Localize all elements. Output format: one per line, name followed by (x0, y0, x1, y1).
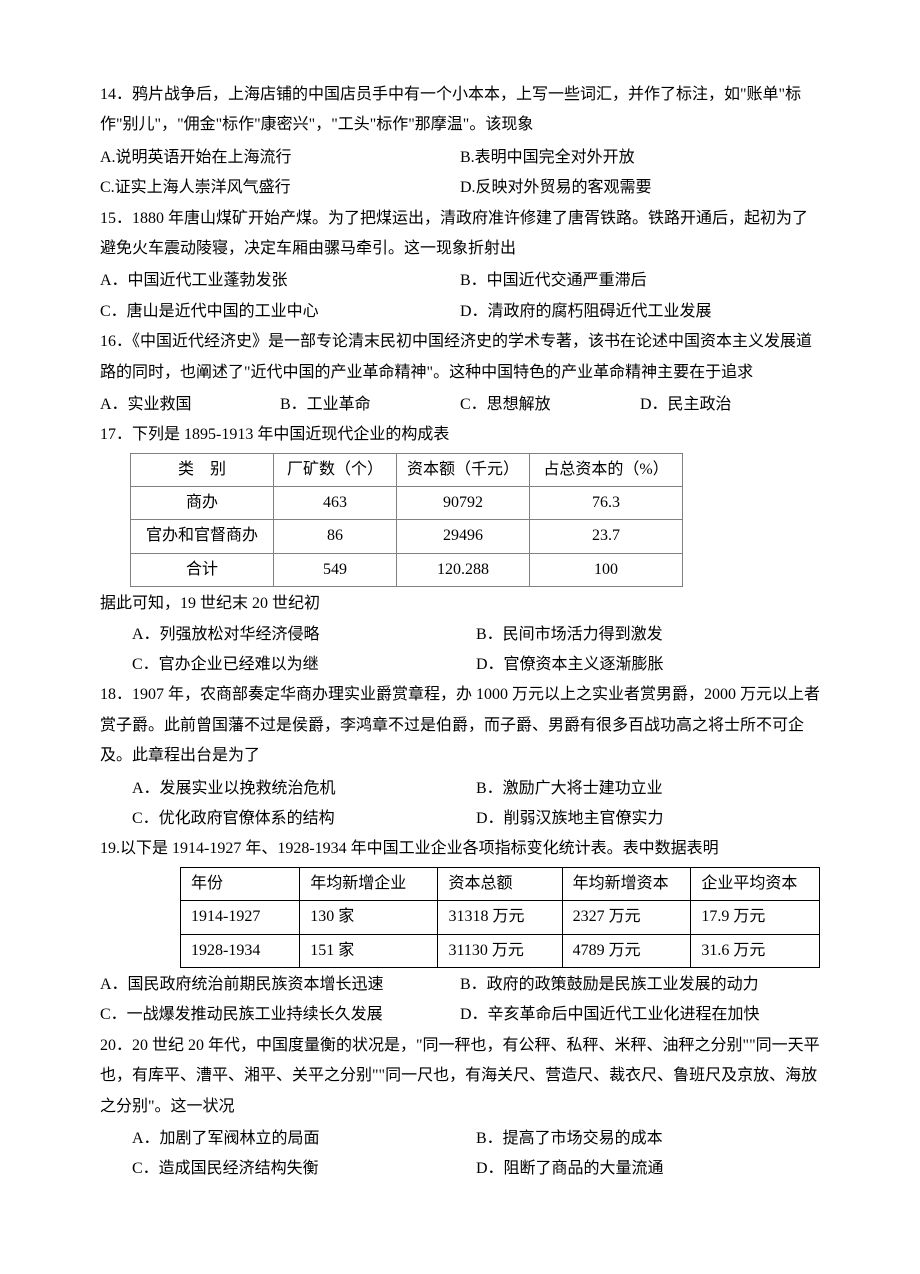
t2r0c0: 1914-1927 (181, 901, 300, 934)
q20-C[interactable]: C．造成国民经济结构失衡 (132, 1154, 476, 1184)
q17-post: 据此可知，19 世纪末 20 世纪初 (100, 589, 820, 619)
q18-opts: A．发展实业以挽救统治危机B．激励广大将士建功立业 C．优化政府官僚体系的结构D… (100, 774, 820, 835)
q20-opts: A．加剧了军阀林立的局面B．提高了市场交易的成本 C．造成国民经济结构失衡D．阻… (100, 1124, 820, 1185)
q19-B[interactable]: B．政府的政策鼓励是民族工业发展的动力 (460, 970, 820, 1000)
t2h3: 资本总额 (438, 867, 562, 900)
q18-B[interactable]: B．激励广大将士建功立业 (476, 774, 663, 804)
q17-A[interactable]: A．列强放松对华经济侵略 (132, 620, 476, 650)
t1r2c1: 549 (274, 553, 397, 586)
q19-opts: A．国民政府统治前期民族资本增长迅速 B．政府的政策鼓励是民族工业发展的动力 C… (100, 970, 820, 1031)
t2h2: 年均新增企业 (300, 867, 438, 900)
q16-B[interactable]: B．工业革命 (280, 390, 460, 420)
q15-C[interactable]: C．唐山是近代中国的工业中心 (100, 297, 460, 327)
q17-table: 类 别厂矿数（个）资本额（千元）占总资本的（%） 商办4639079276.3 … (130, 453, 683, 588)
q16-text: 16．《中国近代经济史》是一部专论清末民初中国经济史的学术专著，该书在论述中国资… (100, 327, 820, 388)
q14-text: 14．鸦片战争后，上海店铺的中国店员手中有一个小本本，上写一些词汇，并作了标注，… (100, 80, 820, 141)
t2r0c1: 130 家 (300, 901, 438, 934)
q18-text: 18．1907 年，农商部奏定华商办理实业爵赏章程，办 1000 万元以上之实业… (100, 680, 820, 771)
q19-C[interactable]: C．一战爆发推动民族工业持续长久发展 (100, 1000, 460, 1030)
q20-B[interactable]: B．提高了市场交易的成本 (476, 1124, 663, 1154)
q19-A[interactable]: A．国民政府统治前期民族资本增长迅速 (100, 970, 460, 1000)
t2r0c3: 2327 万元 (562, 901, 691, 934)
t1r0c3: 76.3 (530, 487, 683, 520)
t2r0c4: 17.9 万元 (691, 901, 820, 934)
t2h1: 年份 (181, 867, 300, 900)
q16-A[interactable]: A．实业救国 (100, 390, 280, 420)
t1r1c3: 23.7 (530, 520, 683, 553)
q19-text: 19.以下是 1914-1927 年、1928-1934 年中国工业企业各项指标… (100, 834, 820, 864)
q14-B[interactable]: B.表明中国完全对外开放 (460, 143, 820, 173)
q17-B[interactable]: B．民间市场活力得到激发 (476, 620, 663, 650)
t2h4: 年均新增资本 (562, 867, 691, 900)
t2r1c3: 4789 万元 (562, 934, 691, 967)
t1r1c1: 86 (274, 520, 397, 553)
q20-A[interactable]: A．加剧了军阀林立的局面 (132, 1124, 476, 1154)
q16-opts: A．实业救国 B．工业革命 C．思想解放 D．民主政治 (100, 390, 820, 420)
t1r0c0: 商办 (131, 487, 274, 520)
t2r1c4: 31.6 万元 (691, 934, 820, 967)
t2r0c2: 31318 万元 (438, 901, 562, 934)
t2r1c1: 151 家 (300, 934, 438, 967)
q14-C[interactable]: C.证实上海人崇洋风气盛行 (100, 173, 460, 203)
t1h3: 资本额（千元） (397, 453, 530, 486)
t1h1: 类 别 (131, 453, 274, 486)
q18-D[interactable]: D．削弱汉族地主官僚实力 (476, 804, 664, 834)
q15-text: 15．1880 年唐山煤矿开始产煤。为了把煤运出，清政府准许修建了唐胥铁路。铁路… (100, 204, 820, 265)
q15-opts: A．中国近代工业蓬勃发张 B．中国近代交通严重滞后 C．唐山是近代中国的工业中心… (100, 266, 820, 327)
q17-text: 17．下列是 1895-1913 年中国近现代企业的构成表 (100, 420, 820, 450)
t1r0c1: 463 (274, 487, 397, 520)
q17-D[interactable]: D．官僚资本主义逐渐膨胀 (476, 650, 664, 680)
q14-D[interactable]: D.反映对外贸易的客观需要 (460, 173, 820, 203)
q20-D[interactable]: D．阻断了商品的大量流通 (476, 1154, 664, 1184)
q16-D[interactable]: D．民主政治 (640, 390, 820, 420)
q17-C[interactable]: C．官办企业已经难以为继 (132, 650, 476, 680)
q19-table: 年份年均新增企业资本总额年均新增资本企业平均资本 1914-1927130 家3… (180, 867, 820, 968)
q20-text: 20．20 世纪 20 年代，中国度量衡的状况是，"同一秤也，有公秤、私秤、米秤… (100, 1031, 820, 1122)
q19-D[interactable]: D．辛亥革命后中国近代工业化进程在加快 (460, 1000, 820, 1030)
t1h4: 占总资本的（%） (530, 453, 683, 486)
q18-A[interactable]: A．发展实业以挽救统治危机 (132, 774, 476, 804)
t1r1c2: 29496 (397, 520, 530, 553)
q15-D[interactable]: D．清政府的腐朽阻碍近代工业发展 (460, 297, 820, 327)
t1r1c0: 官办和官督商办 (131, 520, 274, 553)
t2r1c0: 1928-1934 (181, 934, 300, 967)
t2h5: 企业平均资本 (691, 867, 820, 900)
t2r1c2: 31130 万元 (438, 934, 562, 967)
t1r2c2: 120.288 (397, 553, 530, 586)
q14-A[interactable]: A.说明英语开始在上海流行 (100, 143, 460, 173)
q18-C[interactable]: C．优化政府官僚体系的结构 (132, 804, 476, 834)
q14-opts: A.说明英语开始在上海流行 B.表明中国完全对外开放 C.证实上海人崇洋风气盛行… (100, 143, 820, 204)
q15-B[interactable]: B．中国近代交通严重滞后 (460, 266, 820, 296)
q17-opts: A．列强放松对华经济侵略B．民间市场活力得到激发 C．官办企业已经难以为继D．官… (100, 620, 820, 681)
q16-C[interactable]: C．思想解放 (460, 390, 640, 420)
t1h2: 厂矿数（个） (274, 453, 397, 486)
t1r2c3: 100 (530, 553, 683, 586)
t1r0c2: 90792 (397, 487, 530, 520)
q15-A[interactable]: A．中国近代工业蓬勃发张 (100, 266, 460, 296)
t1r2c0: 合计 (131, 553, 274, 586)
